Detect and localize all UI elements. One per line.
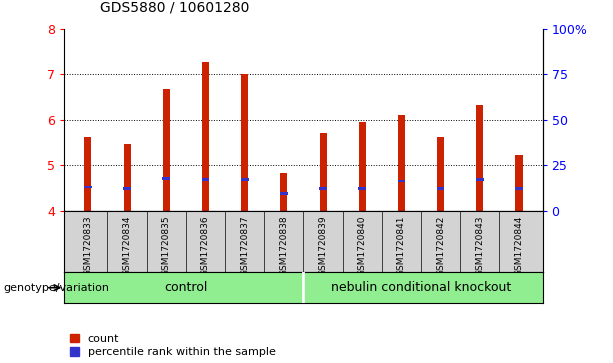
Bar (123, 187, 131, 190)
Text: GSM1720842: GSM1720842 (436, 216, 445, 276)
Text: GSM1720841: GSM1720841 (397, 216, 406, 276)
Bar (241, 178, 248, 180)
Bar (516, 155, 522, 211)
Bar (398, 115, 405, 211)
Bar (359, 122, 366, 211)
Text: control: control (164, 281, 208, 294)
Bar (280, 192, 287, 195)
Bar (515, 187, 523, 190)
Text: GSM1720838: GSM1720838 (280, 216, 288, 276)
Bar (124, 144, 131, 211)
Text: genotype/variation: genotype/variation (3, 283, 109, 293)
Bar (476, 178, 484, 181)
Text: GSM1720839: GSM1720839 (319, 216, 327, 276)
Text: GSM1720836: GSM1720836 (201, 216, 210, 276)
Bar (436, 187, 444, 190)
Bar (85, 137, 91, 211)
Text: GSM1720834: GSM1720834 (123, 216, 132, 276)
Text: GSM1720840: GSM1720840 (358, 216, 367, 276)
Text: GSM1720844: GSM1720844 (514, 216, 524, 276)
Text: GSM1720843: GSM1720843 (475, 216, 484, 276)
Text: GDS5880 / 10601280: GDS5880 / 10601280 (100, 0, 249, 15)
Bar (162, 89, 170, 211)
Text: GSM1720837: GSM1720837 (240, 216, 249, 276)
Text: GSM1720835: GSM1720835 (162, 216, 171, 276)
Bar (280, 173, 287, 211)
Legend: count, percentile rank within the sample: count, percentile rank within the sample (70, 334, 276, 358)
Bar (398, 180, 405, 182)
Bar (476, 105, 483, 211)
Bar (437, 137, 444, 211)
Bar (84, 185, 92, 188)
Bar (241, 74, 248, 211)
Bar (319, 187, 327, 190)
Bar (319, 133, 327, 211)
Text: nebulin conditional knockout: nebulin conditional knockout (331, 281, 511, 294)
Bar (162, 178, 170, 180)
Bar (202, 62, 209, 211)
Bar (202, 178, 209, 180)
Text: GSM1720833: GSM1720833 (83, 216, 93, 276)
Bar (359, 187, 366, 190)
